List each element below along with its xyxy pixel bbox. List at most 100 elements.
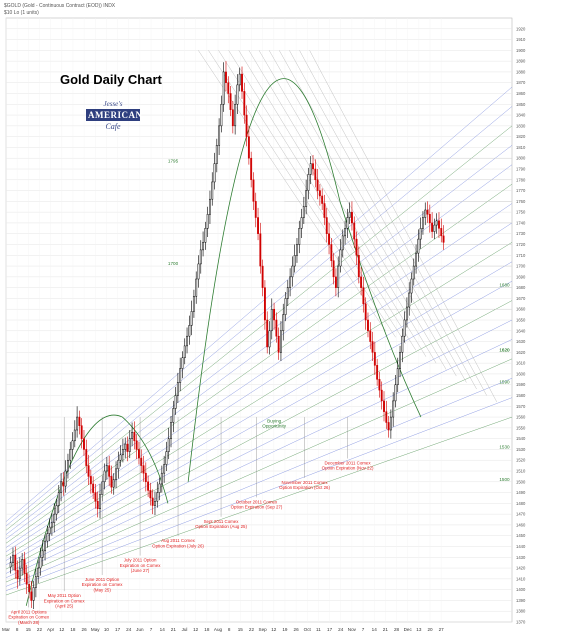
candle-body (94, 492, 97, 502)
candle-body (181, 357, 184, 369)
y-tick-label: 1710 (516, 253, 526, 258)
x-tick-label: 22 (249, 627, 255, 632)
candle-body (243, 91, 246, 116)
candle-body (241, 73, 243, 92)
candle-body (147, 481, 150, 491)
level-label: 1590 (499, 380, 510, 385)
candle-body (197, 263, 200, 280)
candle-body (337, 265, 340, 288)
candle-body (32, 587, 35, 601)
candle-body (199, 249, 202, 265)
candle-body (344, 228, 347, 237)
candle-body (346, 217, 349, 229)
y-tick-label: 1550 (516, 425, 526, 430)
candle-body (332, 260, 335, 278)
x-tick-label: 26 (82, 627, 88, 632)
resistance-line (218, 50, 406, 344)
candle-body (231, 109, 234, 127)
candle-body (115, 468, 117, 480)
candle-body (415, 252, 418, 267)
candle-body (89, 476, 92, 485)
candle-body (385, 411, 388, 423)
candle-body (53, 513, 56, 524)
candle-body (373, 352, 376, 366)
candle-body (67, 459, 69, 472)
candle-body (252, 179, 255, 202)
candle-body (60, 481, 63, 493)
candle-body (92, 483, 95, 493)
y-tick-label: 1920 (516, 26, 526, 31)
x-tick-label: 21 (383, 627, 389, 632)
candle-body (9, 562, 12, 568)
candle-body (401, 335, 404, 353)
expiration-annotation: May 2011 Option Expiration on Comex (April… (44, 593, 86, 608)
candle-body (234, 104, 237, 127)
y-tick-label: 1870 (516, 80, 526, 85)
candle-body (176, 382, 179, 396)
x-tick-label: 26 (294, 627, 300, 632)
x-tick-label: 8 (16, 627, 19, 632)
candle-body (225, 71, 227, 83)
y-tick-label: 1530 (516, 447, 526, 452)
candle-body (131, 431, 134, 439)
expiration-annotation: December 2011 Comex Option Expiration (No… (322, 461, 374, 471)
candle-body (50, 522, 53, 528)
candle-body (174, 395, 177, 409)
candle-body (270, 308, 273, 332)
candle-body (426, 209, 429, 215)
candle-body (204, 228, 207, 243)
candle-body (117, 459, 120, 470)
candle-body (428, 214, 431, 224)
candle-body (387, 422, 390, 431)
y-tick-label: 1690 (516, 274, 526, 279)
candle-body (396, 368, 399, 385)
candle-body (325, 217, 328, 234)
candle-body (149, 490, 152, 499)
candle-body (440, 228, 443, 237)
y-tick-label: 1380 (516, 609, 526, 614)
trend-line (5, 378, 513, 587)
candle-body (245, 114, 248, 137)
x-tick-label: Sep (259, 627, 268, 632)
candle-body (12, 554, 14, 563)
candle-body (268, 330, 271, 348)
candle-body (289, 276, 292, 288)
y-tick-label: 1900 (516, 48, 526, 53)
candle-body (364, 303, 367, 321)
x-tick-label: 20 (427, 627, 433, 632)
y-tick-label: 1520 (516, 458, 526, 463)
candle-body (291, 265, 294, 278)
candle-body (190, 311, 193, 326)
x-tick-label: May (91, 627, 100, 632)
logo-line-3: Cafe (105, 122, 121, 131)
logo-line-2: AMERICAN (86, 109, 143, 121)
candle-body (394, 384, 397, 402)
candle-body (167, 438, 170, 452)
resistance-line (208, 50, 396, 338)
rounding-arc-1 (25, 414, 169, 606)
resistance-line (248, 50, 437, 364)
y-tick-label: 1610 (516, 361, 526, 366)
candle-body (316, 179, 319, 191)
candle-body (138, 449, 140, 459)
candle-body (30, 591, 33, 601)
y-tick-label: 1820 (516, 134, 526, 139)
expiration-annotation: October 2011 Comex Option Expiration (Sep… (231, 499, 283, 509)
candle-body (172, 408, 175, 423)
candle-body (305, 190, 308, 207)
buying-opportunity-label: Buying Opportunity (262, 418, 286, 428)
x-tick-label: 18 (70, 627, 76, 632)
chart-symbol-header: $GOLD (Gold - Continuous Contract (EOD))… (4, 3, 116, 9)
candle-body (46, 533, 49, 542)
x-tick-label: 22 (37, 627, 43, 632)
candle-body (62, 481, 65, 487)
candle-body (323, 203, 326, 218)
y-tick-label: 1590 (516, 382, 526, 387)
candle-body (261, 265, 264, 288)
candle-body (312, 163, 314, 170)
x-tick-label: 15 (238, 627, 244, 632)
candle-body (220, 104, 223, 127)
resistance-line (258, 50, 447, 370)
candle-body (87, 465, 90, 477)
candle-body (314, 168, 317, 181)
